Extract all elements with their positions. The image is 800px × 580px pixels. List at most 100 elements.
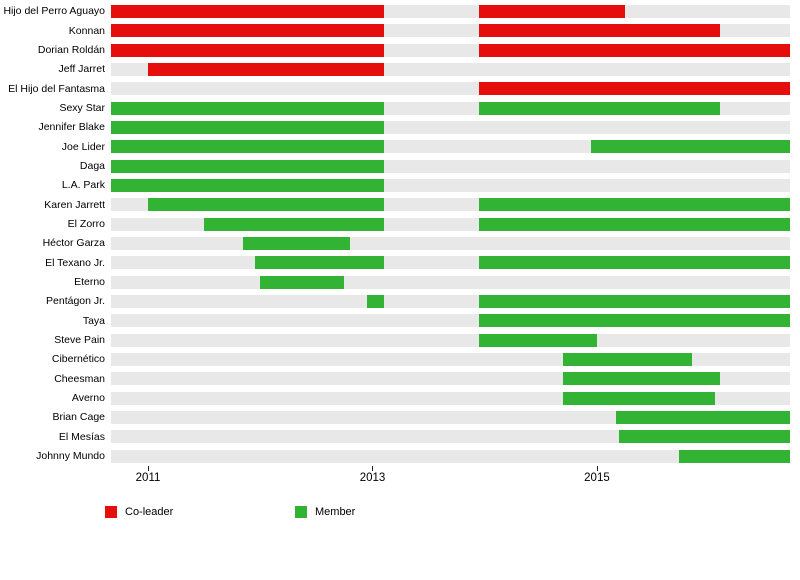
timeline-row: Taya: [0, 311, 800, 330]
row-label: El Mesías: [58, 430, 105, 443]
row-track: [111, 82, 790, 96]
row-label: L.A. Park: [61, 179, 105, 192]
axis-tick: [372, 465, 374, 471]
row-track: [111, 411, 790, 425]
row-track: [111, 5, 790, 19]
row-track: [111, 237, 790, 251]
segment-co-leader: [148, 63, 384, 77]
segment-member: [619, 430, 790, 444]
row-label: El Zorro: [67, 218, 105, 231]
legend-label-member: Member: [315, 505, 356, 518]
timeline-row: Johnny Mundo: [0, 447, 800, 466]
timeline-row: Steve Pain: [0, 331, 800, 350]
row-label: Steve Pain: [54, 333, 105, 346]
row-label: Karen Jarrett: [44, 198, 105, 211]
timeline-row: Konnan: [0, 21, 800, 40]
row-track: [111, 353, 790, 367]
row-label: Dorian Roldán: [37, 44, 105, 57]
segment-member: [563, 391, 715, 405]
row-track: [111, 256, 790, 270]
legend: Co-leader Member: [0, 505, 800, 520]
segment-member: [243, 237, 351, 251]
timeline-row: Daga: [0, 157, 800, 176]
timeline-row: Jennifer Blake: [0, 118, 800, 137]
x-axis: 2011 2013 2015: [0, 465, 800, 490]
legend-label-co-leader: Co-leader: [125, 505, 174, 518]
row-label: Johnny Mundo: [36, 449, 105, 462]
segment-member: [111, 179, 384, 193]
segment-member: [111, 101, 384, 115]
row-label: Averno: [71, 391, 105, 404]
row-track: [111, 275, 790, 289]
row-track: [111, 43, 790, 57]
row-label: Konnan: [68, 24, 105, 37]
segment-member: [479, 217, 790, 231]
segment-member: [254, 256, 384, 270]
row-track: [111, 217, 790, 231]
row-track: [111, 63, 790, 77]
segment-member: [479, 256, 790, 270]
timeline-row: Brian Cage: [0, 408, 800, 427]
segment-member: [479, 333, 597, 347]
segment-co-leader: [479, 24, 721, 38]
legend-swatch-member: [295, 505, 307, 518]
segment-co-leader: [111, 24, 384, 38]
axis-tick-label: 2015: [584, 471, 610, 484]
segment-member: [479, 198, 790, 212]
axis-tick-label: 2013: [359, 471, 386, 484]
segment-member: [591, 140, 790, 154]
segment-member: [111, 121, 384, 135]
timeline-row: El Mesías: [0, 427, 800, 446]
row-label: Pentágon Jr.: [46, 295, 105, 308]
axis-tick: [596, 465, 598, 471]
row-track: [111, 430, 790, 444]
segment-co-leader: [479, 5, 625, 19]
timeline-row: El Zorro: [0, 215, 800, 234]
timeline-row: Averno: [0, 389, 800, 408]
segment-member: [366, 295, 384, 309]
row-track: [111, 24, 790, 38]
segment-member: [563, 372, 721, 386]
segment-co-leader: [479, 82, 790, 96]
segment-member: [204, 217, 384, 231]
timeline-row: Dorian Roldán: [0, 41, 800, 60]
row-label: Sexy Star: [59, 102, 105, 115]
row-track: [111, 121, 790, 135]
segment-member: [148, 198, 384, 212]
timeline-row: Hijo del Perro Aguayo: [0, 2, 800, 21]
timeline-rows: Hijo del Perro Aguayo Konnan Dorian Roldán…: [0, 2, 800, 466]
row-track: [111, 101, 790, 115]
axis-area: 2011 2013 2015: [111, 465, 790, 490]
row-track: [111, 333, 790, 347]
timeline-row: Joe Lider: [0, 137, 800, 156]
segment-member: [479, 101, 721, 115]
segment-member: [111, 140, 384, 154]
row-label: Brian Cage: [52, 411, 105, 424]
segment-member: [616, 411, 790, 425]
timeline-row: El Texano Jr.: [0, 253, 800, 272]
segment-co-leader: [479, 43, 790, 57]
row-track: [111, 159, 790, 173]
axis-tick-label: 2011: [135, 471, 161, 484]
timeline-row: El Hijo del Fantasma: [0, 79, 800, 98]
row-label: El Hijo del Fantasma: [8, 82, 105, 95]
row-track: [111, 449, 790, 463]
row-track: [111, 140, 790, 154]
row-label: Eterno: [74, 276, 105, 288]
row-track: [111, 295, 790, 309]
row-label: Taya: [82, 314, 105, 327]
row-label: Cibernético: [51, 353, 105, 366]
row-track: [111, 314, 790, 328]
row-track: [111, 198, 790, 212]
row-track: [111, 179, 790, 193]
segment-member: [479, 314, 790, 328]
segment-member: [260, 275, 345, 289]
segment-member: [563, 353, 693, 367]
segment-co-leader: [111, 5, 384, 19]
axis-spacer: [0, 466, 111, 490]
timeline-row: Sexy Star: [0, 99, 800, 118]
row-label: Joe Lider: [61, 140, 105, 153]
row-track: [111, 391, 790, 405]
axis-tick: [148, 465, 150, 471]
